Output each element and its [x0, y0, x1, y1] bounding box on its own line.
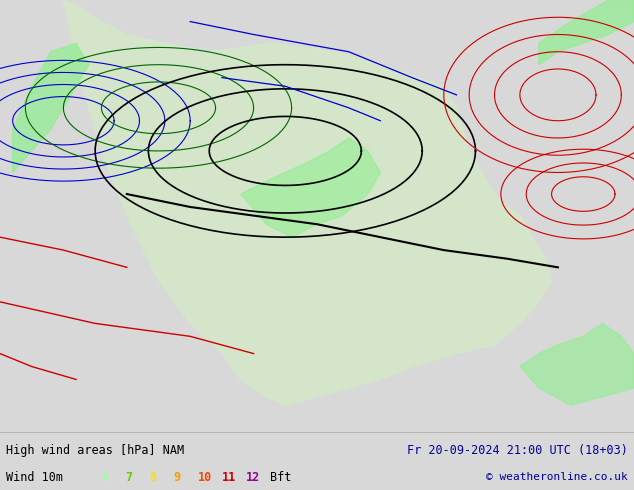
Polygon shape [63, 0, 552, 405]
Polygon shape [241, 138, 380, 237]
Text: 10: 10 [198, 470, 212, 484]
Polygon shape [13, 43, 89, 172]
Text: Fr 20-09-2024 21:00 UTC (18+03): Fr 20-09-2024 21:00 UTC (18+03) [407, 444, 628, 457]
Text: 7: 7 [126, 470, 133, 484]
Text: 6: 6 [101, 470, 108, 484]
Polygon shape [520, 323, 634, 405]
Text: © weatheronline.co.uk: © weatheronline.co.uk [486, 472, 628, 482]
Text: 8: 8 [150, 470, 157, 484]
Text: 12: 12 [246, 470, 260, 484]
Text: 9: 9 [174, 470, 181, 484]
Text: 11: 11 [222, 470, 236, 484]
Text: High wind areas [hPa] NAM: High wind areas [hPa] NAM [6, 444, 184, 457]
Text: Wind 10m: Wind 10m [6, 470, 63, 484]
Text: Bft: Bft [270, 470, 292, 484]
Polygon shape [539, 0, 634, 65]
